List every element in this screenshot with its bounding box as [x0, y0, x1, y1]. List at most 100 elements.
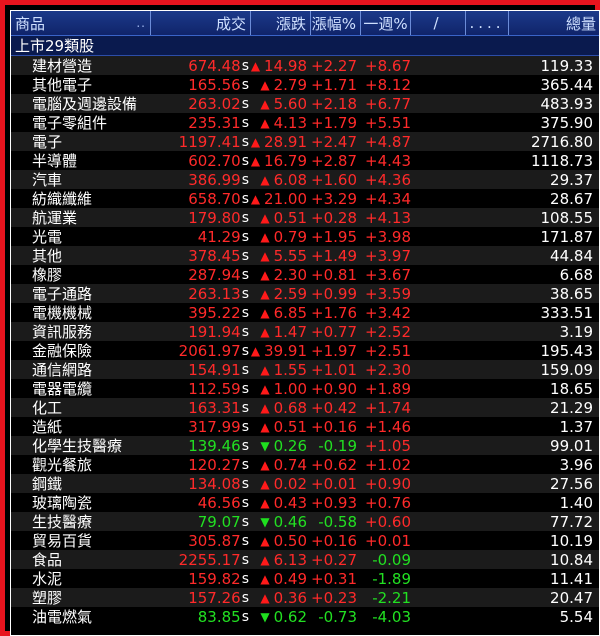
table-row[interactable]: 其他電子 165.56 s ▲ 2.79 +1.71 +8.12 365.44 [11, 75, 599, 94]
row-price-suffix: s [241, 532, 249, 549]
table-row[interactable]: 電子零組件 235.31 s ▲ 4.13 +1.79 +5.51 375.90 [11, 113, 599, 132]
cell-gap [411, 227, 466, 246]
cell-name[interactable]: 食品 [11, 550, 151, 569]
table-row[interactable]: 水泥 159.82 s ▲ 0.49 +0.31 -1.89 11.41 [11, 569, 599, 588]
cell-name[interactable]: 航運業 [11, 208, 151, 227]
cell-name[interactable]: 電子 [11, 132, 151, 151]
table-row[interactable]: 汽車 386.99 s ▲ 6.08 +1.60 +4.36 29.37 [11, 170, 599, 189]
cell-name[interactable]: 電子零組件 [11, 113, 151, 132]
row-price-suffix: s [241, 209, 249, 226]
cell-name[interactable]: 資訊服務 [11, 322, 151, 341]
triangle-up-icon: ▲ [260, 115, 270, 130]
table-row[interactable]: 電子 1197.41 s ▲ 28.91 +2.47 +4.87 2716.80 [11, 132, 599, 151]
cell-gap [411, 56, 466, 75]
cell-name[interactable]: 其他 [11, 246, 151, 265]
group-label[interactable]: 上市29類股 [11, 36, 599, 56]
table-row[interactable]: 電子通路 263.13 s ▲ 2.59 +0.99 +3.59 38.65 [11, 284, 599, 303]
row-name: 資訊服務 [32, 323, 93, 341]
table-row[interactable]: 觀光餐旅 120.27 s ▲ 0.74 +0.62 +1.02 3.96 [11, 455, 599, 474]
cell-name[interactable]: 貿易百貨 [11, 531, 151, 550]
table-row[interactable]: 建材營造 674.48 s ▲ 14.98 +2.27 +8.67 119.33 [11, 56, 599, 75]
cell-name[interactable]: 半導體 [11, 151, 151, 170]
table-row[interactable]: 橡膠 287.94 s ▲ 2.30 +0.81 +3.67 6.68 [11, 265, 599, 284]
table-row[interactable]: 塑膠 157.26 s ▲ 0.36 +0.23 -2.21 20.47 [11, 588, 599, 607]
cell-price: 165.56 s [151, 75, 251, 94]
cell-gap [466, 493, 509, 512]
header-name[interactable]: 商品.. [11, 11, 151, 35]
row-name: 玻璃陶瓷 [32, 494, 93, 512]
cell-name[interactable]: 電腦及週邊設備 [11, 94, 151, 113]
row-week: +1.46 [365, 417, 411, 436]
cell-name[interactable]: 汽車 [11, 170, 151, 189]
table-row[interactable]: 資訊服務 191.94 s ▲ 1.47 +0.77 +2.52 3.19 [11, 322, 599, 341]
cell-name[interactable]: 電器電纜 [11, 379, 151, 398]
cell-name[interactable]: 玻璃陶瓷 [11, 493, 151, 512]
cell-name[interactable]: 建材營造 [11, 56, 151, 75]
table-row[interactable]: 電器電纜 112.59 s ▲ 1.00 +0.90 +1.89 18.65 [11, 379, 599, 398]
cell-name[interactable]: 電子通路 [11, 284, 151, 303]
table-row[interactable]: 化學生技醫療 139.46 s ▼ 0.26 -0.19 +1.05 99.01 [11, 436, 599, 455]
header-change[interactable]: 漲跌 [251, 11, 311, 35]
table-row[interactable]: 造紙 317.99 s ▲ 0.51 +0.16 +1.46 1.37 [11, 417, 599, 436]
table-row[interactable]: 其他 378.45 s ▲ 5.55 +1.49 +3.97 44.84 [11, 246, 599, 265]
cell-pct: +1.71 [311, 75, 361, 94]
table-row[interactable]: 鋼鐵 134.08 s ▲ 0.02 +0.01 +0.90 27.56 [11, 474, 599, 493]
cell-volume: 11.41 [509, 569, 599, 588]
triangle-down-icon: ▼ [260, 438, 270, 453]
row-volume: 11.41 [550, 569, 593, 588]
triangle-up-icon: ▲ [260, 324, 270, 339]
table-row[interactable]: 電腦及週邊設備 263.02 s ▲ 5.60 +2.18 +6.77 483.93 [11, 94, 599, 113]
cell-name[interactable]: 生技醫療 [11, 512, 151, 531]
cell-gap [466, 322, 509, 341]
header-week[interactable]: 一週% [361, 11, 411, 35]
row-volume: 28.67 [550, 189, 593, 208]
header-volume[interactable]: 總量 [509, 11, 599, 35]
table-row[interactable]: 生技醫療 79.07 s ▼ 0.46 -0.58 +0.60 77.72 [11, 512, 599, 531]
cell-name[interactable]: 橡膠 [11, 265, 151, 284]
cell-change: ▼ 0.46 [251, 512, 311, 531]
table-row[interactable]: 玻璃陶瓷 46.56 s ▲ 0.43 +0.93 +0.76 1.40 [11, 493, 599, 512]
table-row[interactable]: 電機機械 395.22 s ▲ 6.85 +1.76 +3.42 333.51 [11, 303, 599, 322]
row-week: +0.01 [365, 531, 411, 550]
cell-name[interactable]: 通信網路 [11, 360, 151, 379]
table-row[interactable]: 油電燃氣 83.85 s ▼ 0.62 -0.73 -4.03 5.54 [11, 607, 599, 626]
cell-name[interactable]: 造紙 [11, 417, 151, 436]
table-row[interactable]: 貿易百貨 305.87 s ▲ 0.50 +0.16 +0.01 10.19 [11, 531, 599, 550]
row-pct: +2.27 [311, 56, 357, 75]
cell-name[interactable]: 紡織纖維 [11, 189, 151, 208]
cell-name[interactable]: 化學生技醫療 [11, 436, 151, 455]
cell-name[interactable]: 電機機械 [11, 303, 151, 322]
cell-name[interactable]: 化工 [11, 398, 151, 417]
cell-pct: +1.60 [311, 170, 361, 189]
table-row[interactable]: 紡織纖維 658.70 s ▲ 21.00 +3.29 +4.34 28.67 [11, 189, 599, 208]
row-week: +2.51 [365, 341, 411, 360]
cell-gap [411, 208, 466, 227]
cell-change: ▲ 4.13 [251, 113, 311, 132]
header-pct[interactable]: 漲幅% [311, 11, 361, 35]
cell-name[interactable]: 水泥 [11, 569, 151, 588]
cell-name[interactable]: 鋼鐵 [11, 474, 151, 493]
cell-name[interactable]: 油電燃氣 [11, 607, 151, 626]
row-volume: 27.56 [550, 474, 593, 493]
cell-price: 305.87 s [151, 531, 251, 550]
header-price[interactable]: 成交 [151, 11, 251, 35]
table-row[interactable]: 光電 41.29 s ▲ 0.79 +1.95 +3.98 171.87 [11, 227, 599, 246]
cell-name[interactable]: 觀光餐旅 [11, 455, 151, 474]
cell-name[interactable]: 金融保險 [11, 341, 151, 360]
triangle-up-icon: ▲ [260, 552, 270, 567]
row-price-suffix: s [241, 380, 249, 397]
table-row[interactable]: 通信網路 154.91 s ▲ 1.55 +1.01 +2.30 159.09 [11, 360, 599, 379]
row-price: 395.22 [188, 303, 241, 322]
row-name: 金融保險 [32, 342, 93, 360]
cell-gap [411, 474, 466, 493]
row-change: 16.79 [264, 151, 307, 170]
table-row[interactable]: 航運業 179.80 s ▲ 0.51 +0.28 +4.13 108.55 [11, 208, 599, 227]
cell-price: 602.70 s [151, 151, 251, 170]
table-row[interactable]: 金融保險 2061.97 s ▲ 39.91 +1.97 +2.51 195.43 [11, 341, 599, 360]
cell-name[interactable]: 其他電子 [11, 75, 151, 94]
table-row[interactable]: 半導體 602.70 s ▲ 16.79 +2.87 +4.43 1118.73 [11, 151, 599, 170]
table-row[interactable]: 化工 163.31 s ▲ 0.68 +0.42 +1.74 21.29 [11, 398, 599, 417]
cell-name[interactable]: 光電 [11, 227, 151, 246]
cell-name[interactable]: 塑膠 [11, 588, 151, 607]
table-row[interactable]: 食品 2255.17 s ▲ 6.13 +0.27 -0.09 10.84 [11, 550, 599, 569]
